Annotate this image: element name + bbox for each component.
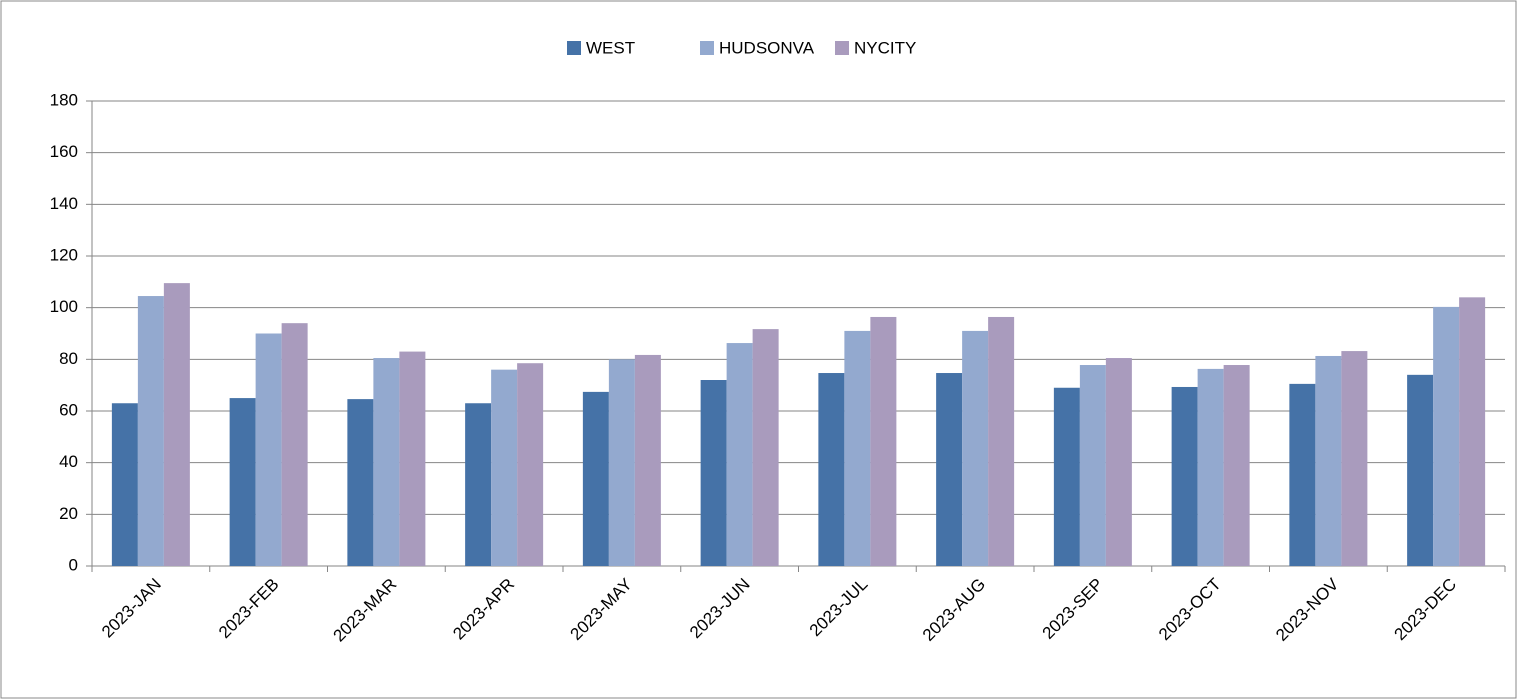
legend-label: HUDSONVA [719, 38, 815, 57]
y-tick-label: 80 [59, 349, 78, 368]
bar [1105, 358, 1132, 566]
bar [726, 343, 753, 566]
bar [1315, 355, 1342, 566]
bar [1223, 365, 1250, 566]
bar [608, 359, 635, 566]
bar [137, 296, 164, 566]
y-tick-label: 40 [59, 452, 78, 471]
bar [465, 403, 492, 566]
y-tick-label: 100 [50, 297, 78, 316]
bar [517, 363, 544, 566]
bar [347, 399, 374, 566]
legend-swatch [567, 41, 581, 55]
bar [1197, 368, 1224, 566]
y-tick-label: 120 [50, 245, 78, 264]
bar [163, 283, 190, 566]
bar [1433, 306, 1460, 566]
bar [111, 403, 138, 566]
bar [936, 373, 963, 566]
bar [1289, 383, 1316, 566]
bar [399, 351, 426, 566]
bar [870, 316, 897, 566]
bar [988, 316, 1015, 566]
bar [818, 373, 845, 566]
bar [1053, 387, 1080, 566]
bar [1459, 297, 1486, 566]
y-tick-label: 60 [59, 400, 78, 419]
bar [752, 329, 779, 566]
bar [281, 323, 308, 566]
y-tick-label: 20 [59, 504, 78, 523]
y-tick-label: 0 [69, 555, 78, 574]
bar [491, 369, 518, 566]
bar [229, 398, 256, 566]
legend-label: NYCITY [854, 38, 916, 57]
y-tick-label: 160 [50, 142, 78, 161]
bar [255, 333, 282, 566]
bar [700, 380, 727, 566]
legend-swatch [835, 41, 849, 55]
bar [634, 354, 661, 566]
bar [582, 391, 609, 566]
bar [844, 330, 871, 566]
bar [1171, 386, 1198, 566]
bar [962, 330, 989, 566]
bar [1407, 374, 1434, 566]
legend-label: WEST [586, 38, 635, 57]
bar [1341, 351, 1368, 566]
bar [1079, 365, 1106, 566]
y-tick-label: 180 [50, 90, 78, 109]
y-tick-label: 140 [50, 194, 78, 213]
bar [373, 358, 400, 566]
legend-swatch [700, 41, 714, 55]
